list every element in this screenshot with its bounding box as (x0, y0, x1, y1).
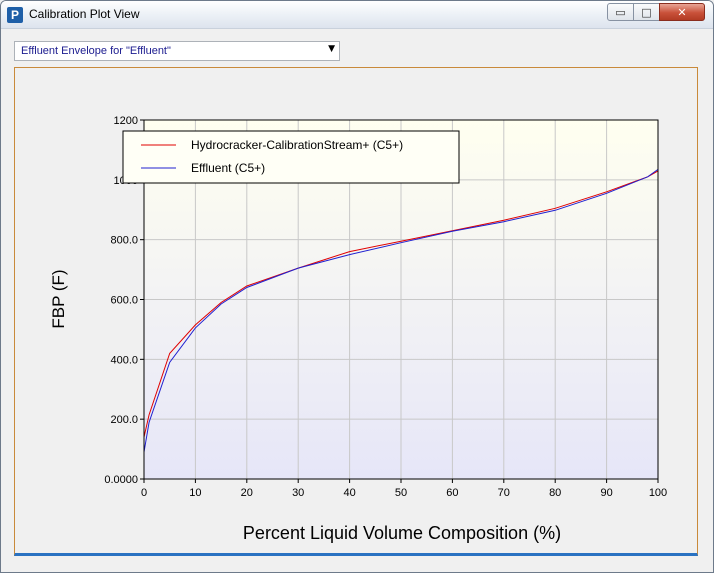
window-title: Calibration Plot View (29, 7, 140, 21)
x-tick-label: 90 (600, 487, 612, 499)
close-button[interactable]: ✕ (659, 3, 705, 21)
plot-selector-dropdown[interactable]: Effluent Envelope for "Effluent" ▼ (14, 41, 340, 61)
x-tick-label: 20 (241, 487, 253, 499)
plot-selector-value: Effluent Envelope for "Effluent" (21, 45, 171, 57)
x-tick-label: 30 (292, 487, 304, 499)
series-line-1 (143, 170, 659, 438)
x-tick-label: 60 (446, 487, 458, 499)
series-line-2 (143, 168, 659, 453)
x-axis-ticks: 0 10 20 30 40 50 60 70 80 90 100 (141, 479, 667, 499)
calibration-chart: 0 10 20 30 40 50 60 70 80 90 100 0.0000 200.0 400.0 6… (49, 115, 667, 543)
y-tick-label: 0.0000 (104, 474, 138, 486)
legend-label-1: Hydrocracker-CalibrationStream+ (C5+) (191, 138, 403, 152)
x-tick-label: 100 (649, 487, 667, 499)
legend: Hydrocracker-CalibrationStream+ (C5+) Eff… (122, 130, 460, 184)
y-tick-label: 200.0 (110, 414, 138, 426)
series-lines (143, 168, 659, 453)
title-bar[interactable]: P Calibration Plot View ▭ □ ✕ (1, 1, 713, 29)
x-tick-label: 0 (141, 487, 147, 499)
plot-frame: 0 10 20 30 40 50 60 70 80 90 100 0.0000 200.0 400.0 6… (14, 67, 698, 556)
legend-label-2: Effluent (C5+) (191, 161, 265, 175)
y-tick-label: 800.0 (110, 235, 138, 247)
x-tick-label: 40 (343, 487, 355, 499)
chevron-down-icon[interactable]: ▼ (328, 44, 335, 54)
y-tick-label: 400.0 (110, 354, 138, 366)
x-axis-label: Percent Liquid Volume Composition (%) (243, 523, 561, 543)
legend-box (122, 130, 460, 184)
app-icon: P (7, 7, 23, 23)
y-tick-label: 600.0 (110, 295, 138, 307)
minimize-button[interactable]: ▭ (607, 3, 634, 21)
y-axis-label: FBP (F) (49, 269, 68, 328)
x-tick-label: 50 (395, 487, 407, 499)
x-tick-label: 70 (498, 487, 510, 499)
x-tick-label: 10 (189, 487, 201, 499)
x-tick-label: 80 (549, 487, 561, 499)
maximize-button[interactable]: □ (633, 3, 660, 21)
y-tick-label: 1200 (114, 115, 138, 127)
